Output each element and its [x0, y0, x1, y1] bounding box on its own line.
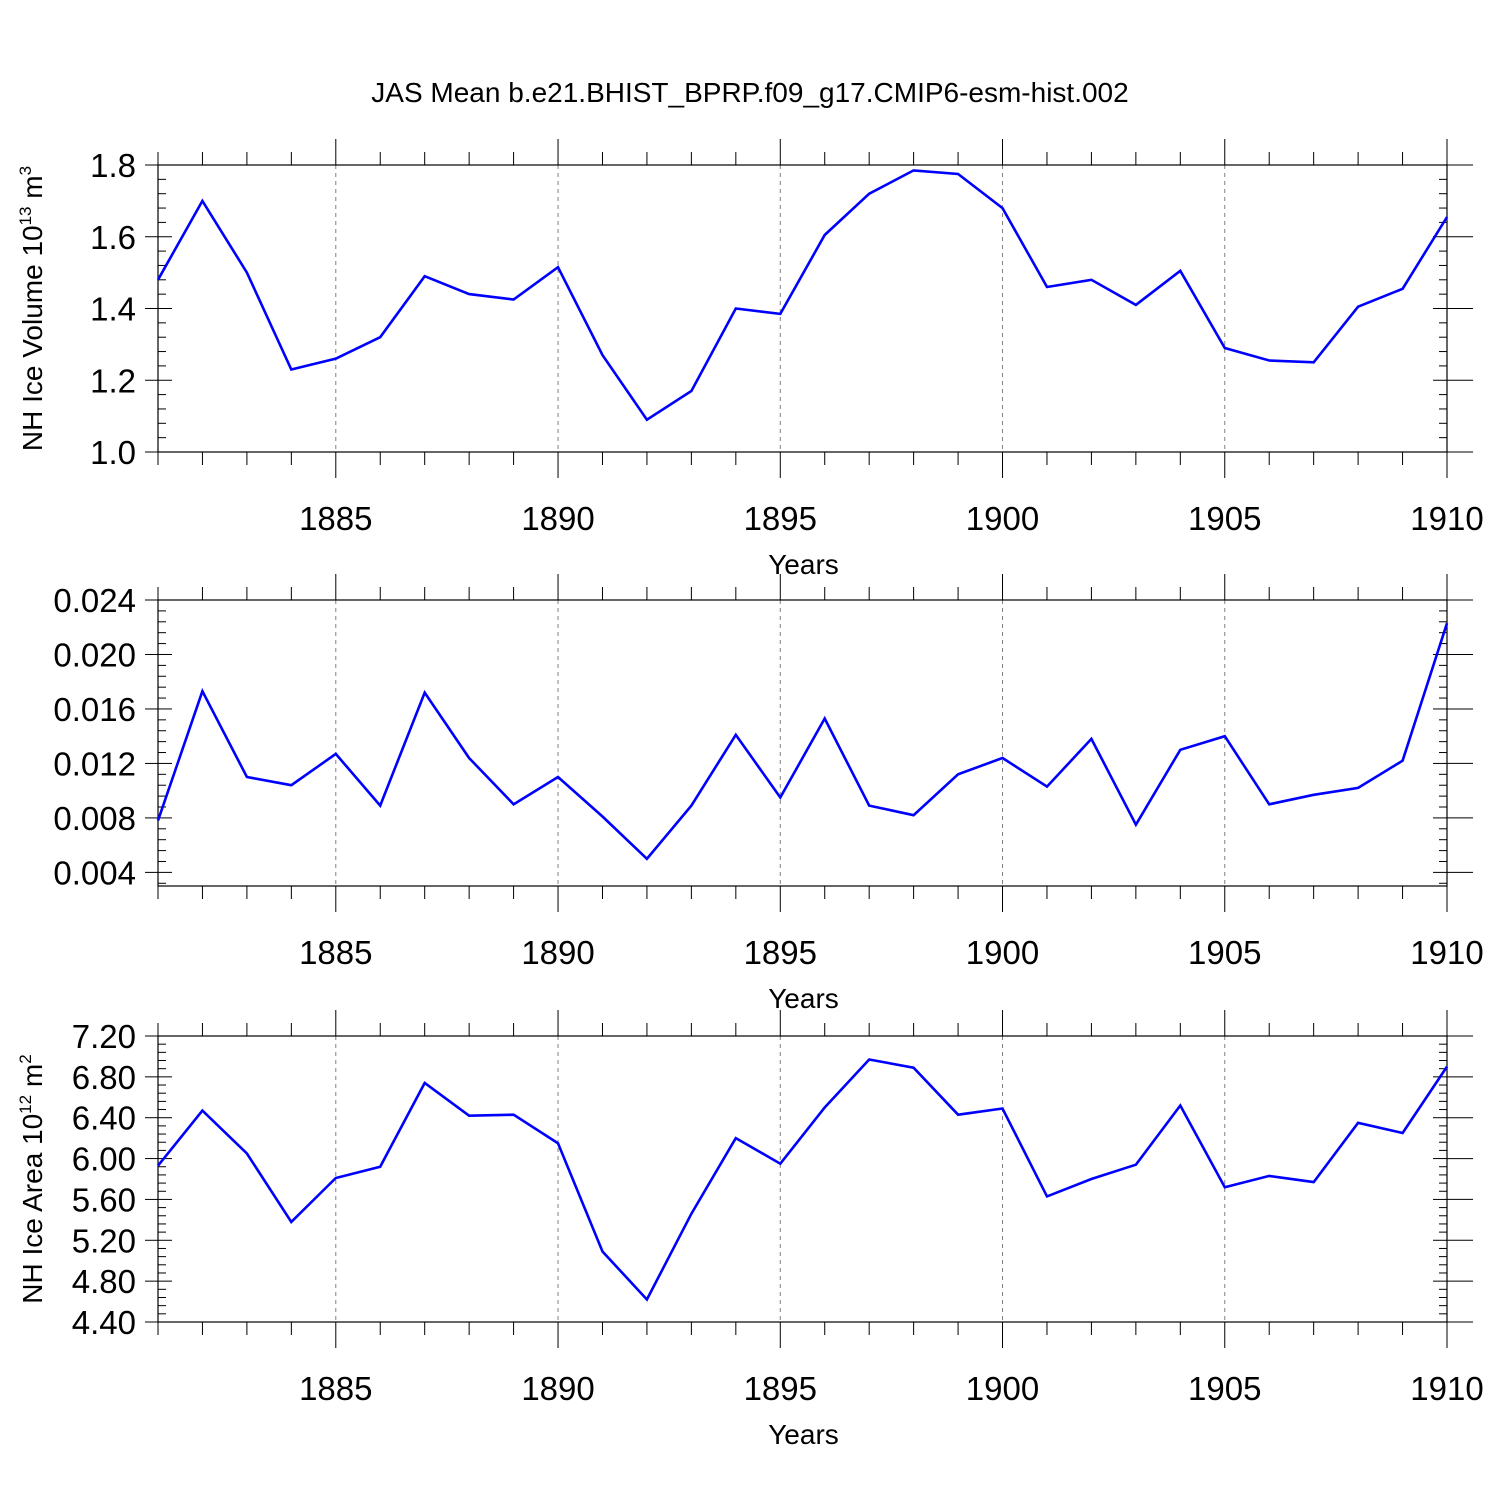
y-tick-label: 0.020 [53, 636, 136, 673]
y-tick-label: 7.20 [72, 1018, 136, 1055]
x-tick-label: 1910 [1410, 500, 1483, 537]
x-tick-label: 1900 [966, 500, 1039, 537]
y-tick-label: 6.00 [72, 1141, 136, 1178]
x-tick-label: 1890 [521, 1370, 594, 1407]
series-line [156, 169, 1449, 422]
x-tick-label: 1910 [1410, 934, 1483, 971]
plot-frame [157, 599, 1448, 887]
y-tick-label: 1.6 [90, 219, 136, 256]
x-tick-label: 1895 [744, 1370, 817, 1407]
y-tick-label: 4.40 [72, 1304, 136, 1341]
x-axis-label: Years [768, 1419, 839, 1450]
series-line [156, 1058, 1449, 1302]
x-axis-label: Years [768, 549, 839, 580]
y-tick-label: 0.008 [53, 800, 136, 837]
x-tick-label: 1895 [744, 934, 817, 971]
y-tick-label: 1.8 [90, 147, 136, 184]
plot-frame [157, 1035, 1448, 1323]
y-tick-label: 1.2 [90, 362, 136, 399]
panel-ice-volume: 1.0 1.2 1.4 1.6 1.8 1885 1890 1895 1900 1905 1910 Y… [16, 139, 1484, 580]
y-tick-label: 6.80 [72, 1059, 136, 1096]
y-tick-label: 0.004 [53, 854, 136, 891]
x-tick-label: 1900 [966, 934, 1039, 971]
y-tick-label: 0.024 [53, 582, 136, 619]
panel-ice-area: 4.40 4.80 5.20 5.606.00 6.40 6.80 7.20 1885 1890… [16, 1010, 1484, 1450]
y-tick-label: 1.0 [90, 434, 136, 471]
x-tick-label: 1885 [299, 1370, 372, 1407]
y-tick-label: 0.016 [53, 691, 136, 728]
x-tick-label: 1910 [1410, 1370, 1483, 1407]
y-tick-label: 4.80 [72, 1263, 136, 1300]
series-line [156, 622, 1449, 861]
x-tick-label: 1900 [966, 1370, 1039, 1407]
y-tick-label: 6.40 [72, 1100, 136, 1137]
x-tick-label: 1895 [744, 500, 817, 537]
x-tick-label: 1885 [299, 500, 372, 537]
y-tick-label: 5.20 [72, 1222, 136, 1259]
panel-snow: 0.004 0.008 0.012 0.016 0.020 0.024 1885 1890 18… [53, 574, 1484, 1014]
x-tick-label: 1905 [1188, 500, 1261, 537]
y-axis-label: NH Ice Volume 1013 m3 [16, 166, 48, 451]
y-tick-label: 5.60 [72, 1181, 136, 1218]
x-tick-label: 1890 [521, 500, 594, 537]
x-tick-label: 1885 [299, 934, 372, 971]
x-axis-label: Years [768, 983, 839, 1014]
y-tick-label: 1.4 [90, 291, 136, 328]
figure-title: JAS Mean b.e21.BHIST_BPRP.f09_g17.CMIP6-… [371, 77, 1128, 108]
x-tick-label: 1905 [1188, 1370, 1261, 1407]
y-tick-label: 0.012 [53, 745, 136, 782]
x-tick-label: 1905 [1188, 934, 1261, 971]
y-axis-label: NH Ice Area 1012 m2 [16, 1054, 48, 1303]
plot-frame [157, 164, 1448, 453]
x-tick-label: 1890 [521, 934, 594, 971]
